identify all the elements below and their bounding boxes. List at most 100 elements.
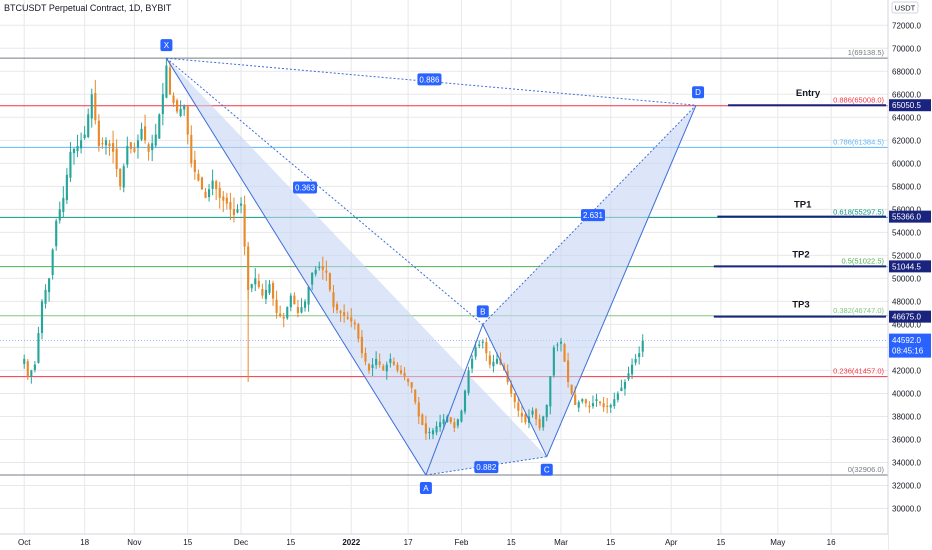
- candle-body: [26, 361, 29, 377]
- candle-body: [542, 416, 545, 428]
- candle-body: [460, 410, 463, 422]
- candle-body: [495, 358, 499, 364]
- price-tick-label: 66000.0: [892, 90, 921, 99]
- candle-body: [144, 126, 147, 141]
- candle-body: [431, 430, 435, 435]
- price-marker: [889, 310, 931, 323]
- candle-body: [417, 402, 420, 417]
- candle-body: [186, 106, 189, 135]
- candle-body: [23, 358, 26, 364]
- candle-body: [119, 168, 122, 187]
- candle-body: [392, 361, 395, 365]
- price-tick-label: 58000.0: [892, 182, 921, 191]
- candle-body: [314, 269, 317, 275]
- price-marker: [889, 260, 931, 273]
- candle-body: [591, 403, 595, 407]
- candle-body: [101, 143, 104, 145]
- price-marker-label: 55366.0: [892, 213, 921, 222]
- candle-body: [599, 401, 602, 404]
- harmonic-triangle: [482, 105, 697, 457]
- candle-body: [474, 347, 477, 357]
- fib-level-label: 0.786(61384.5): [833, 137, 884, 146]
- price-axis[interactable]: 30000.0 32000.0 34000.0 36000.0 38000.0 40000…: [887, 0, 932, 550]
- time-axis[interactable]: Oct 18 Nov 15 Dec 15 2022 17 Feb 15 Mar 15 Apr 15 May 1…: [0, 533, 888, 550]
- candle-body: [176, 100, 179, 112]
- pattern-point-label: A: [423, 484, 429, 493]
- candle-body: [467, 370, 470, 393]
- candle-body: [385, 364, 388, 372]
- candle-body: [271, 283, 275, 299]
- candle-body: [147, 144, 150, 152]
- fib-level-label: 0.886(65008.0): [833, 96, 884, 105]
- candle-body: [350, 317, 353, 322]
- candle-body: [289, 295, 292, 308]
- candle-body: [286, 307, 289, 319]
- candle-body: [606, 405, 609, 407]
- harmonic-leg: [546, 105, 697, 457]
- candle-body: [463, 390, 467, 412]
- time-tick-label: 17: [404, 538, 413, 547]
- time-tick-label: Oct: [18, 538, 31, 547]
- candle-body: [343, 312, 346, 316]
- candle-body: [168, 67, 172, 95]
- candle-body: [378, 361, 381, 365]
- candle-body: [87, 114, 90, 138]
- price-tick-label: 68000.0: [892, 67, 921, 76]
- time-tick-label: Feb: [455, 538, 469, 547]
- candle-body: [449, 417, 452, 423]
- candle-body: [83, 134, 86, 139]
- ratio-label: 2.631: [583, 211, 604, 220]
- candle-body: [183, 105, 186, 110]
- time-tick-label: Dec: [234, 538, 248, 547]
- candle-body: [311, 272, 314, 285]
- fib-level-label: 0.5(51022.5): [841, 257, 884, 266]
- candle-body: [581, 399, 584, 402]
- pattern-point-label: X: [164, 41, 170, 50]
- candle-body: [357, 323, 360, 339]
- candle-body: [104, 140, 108, 146]
- candle-body: [232, 209, 236, 216]
- chart-title: BTCUSDT Perpetual Contract, 1D, BYBIT: [4, 3, 172, 13]
- candle-body: [396, 364, 399, 371]
- candle-body: [332, 292, 335, 308]
- target-label: TP2: [792, 249, 809, 260]
- candle-body: [254, 278, 257, 285]
- target-lines: Entry TP1 TP2 TP3: [713, 88, 886, 318]
- target-label: TP3: [792, 300, 809, 311]
- time-tick-label: 15: [716, 538, 725, 547]
- candle-body: [335, 304, 339, 311]
- target-label: Entry: [796, 88, 821, 99]
- price-tick-label: 48000.0: [892, 297, 921, 306]
- candle-body: [30, 370, 33, 377]
- candle-body: [268, 284, 271, 294]
- candle-body: [55, 220, 58, 247]
- candle-body: [574, 394, 577, 405]
- price-tick-label: 42000.0: [892, 366, 921, 375]
- fib-level-label: 0.382(46747.0): [833, 306, 884, 315]
- candle-body: [570, 384, 573, 394]
- candle-body: [535, 409, 538, 420]
- candle-body: [410, 382, 413, 388]
- candle-body: [367, 364, 371, 371]
- candle-body: [62, 197, 65, 212]
- candle-body: [126, 146, 129, 165]
- candle-body: [158, 114, 161, 139]
- candle-body: [567, 360, 570, 382]
- candle-body: [197, 173, 200, 181]
- candle-body: [382, 366, 385, 371]
- candle-body: [407, 378, 410, 382]
- candle-body: [229, 202, 232, 210]
- ratio-label: 0.886: [419, 75, 440, 84]
- candle-body: [371, 364, 374, 368]
- candle-body: [531, 410, 534, 415]
- candle-body: [620, 387, 623, 392]
- price-marker: [889, 99, 931, 112]
- candle-body: [296, 307, 299, 313]
- candle-body: [243, 204, 246, 247]
- candle-body: [161, 94, 164, 115]
- currency-badge: [891, 1, 919, 14]
- price-marker-label: 46675.0: [892, 313, 921, 322]
- candle-body: [353, 322, 356, 325]
- target-label: TP1: [794, 200, 812, 211]
- ratio-badge: [417, 73, 442, 86]
